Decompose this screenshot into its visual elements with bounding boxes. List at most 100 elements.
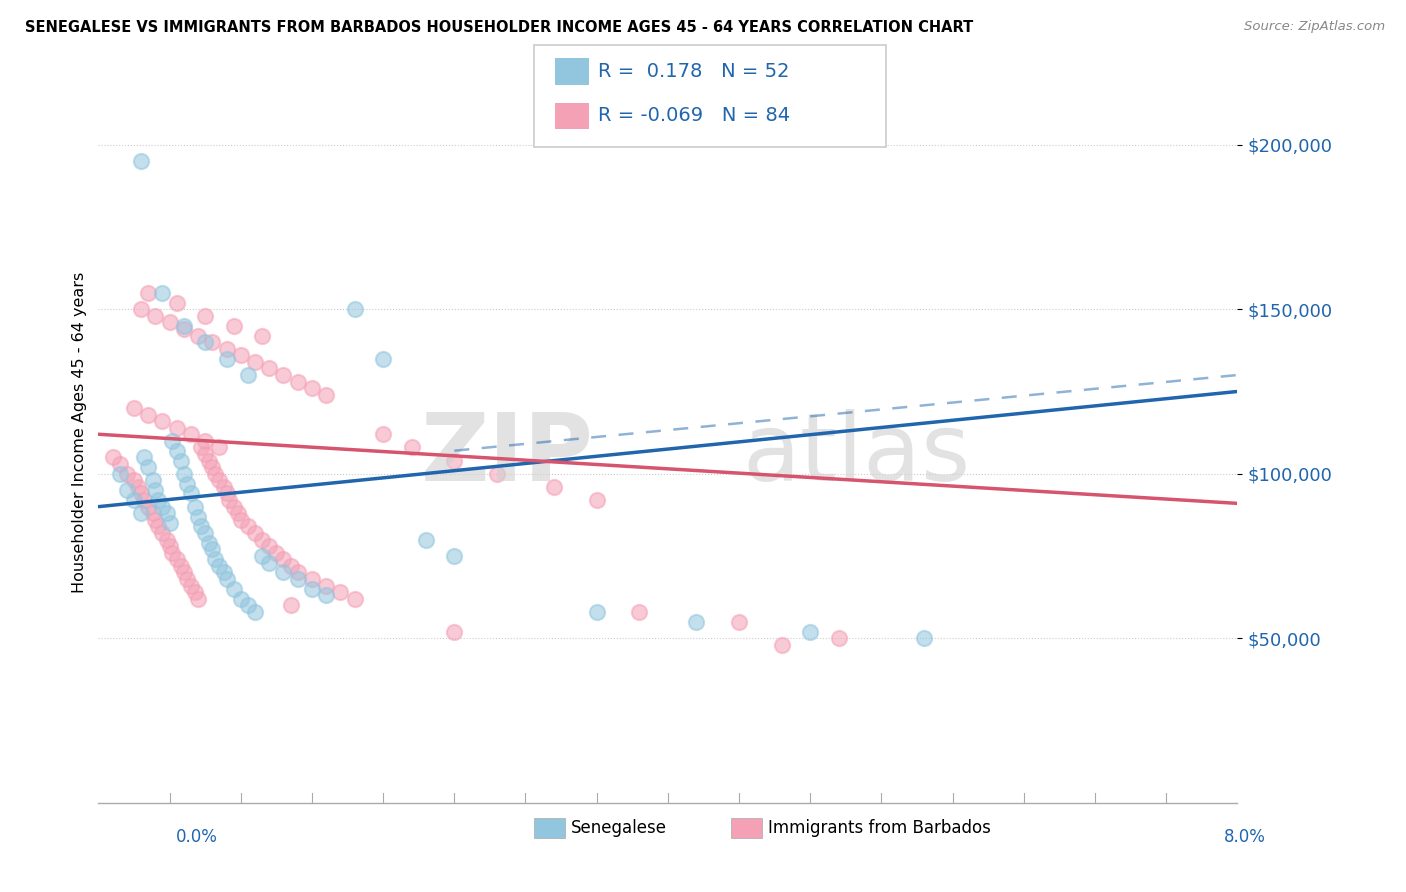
Point (176, 572, 198, 586)
Point (250, 533, 273, 547)
Point (176, 476, 198, 491)
Point (132, 450, 155, 465)
Point (218, 493, 240, 508)
Point (145, 309, 167, 323)
Point (166, 443, 188, 458)
Point (250, 328, 273, 343)
Point (229, 591, 252, 606)
Point (190, 519, 212, 533)
Point (204, 552, 226, 566)
Point (229, 513, 252, 527)
Point (141, 506, 163, 520)
Point (226, 506, 249, 520)
Point (129, 506, 152, 520)
Point (287, 572, 309, 586)
Y-axis label: Householder Income Ages 45 - 64 years: Householder Income Ages 45 - 64 years (72, 272, 87, 593)
Point (329, 585, 352, 599)
Point (204, 467, 226, 481)
Point (194, 447, 217, 461)
Point (148, 519, 170, 533)
Point (543, 480, 565, 494)
Point (443, 453, 465, 467)
Point (129, 154, 152, 169)
Point (159, 315, 181, 329)
Point (180, 427, 202, 442)
Point (122, 473, 145, 487)
Point (212, 566, 235, 580)
Point (315, 589, 337, 603)
Point (198, 453, 221, 467)
Point (122, 493, 145, 508)
Point (184, 500, 207, 514)
Text: R =  0.178   N = 52: R = 0.178 N = 52 (598, 62, 789, 81)
Point (194, 335, 217, 350)
Point (156, 533, 179, 547)
Point (215, 351, 238, 366)
Point (799, 624, 821, 639)
Point (301, 381, 323, 395)
Point (145, 483, 167, 498)
Point (243, 355, 266, 369)
Point (236, 599, 259, 613)
Point (129, 302, 152, 317)
Point (912, 632, 935, 646)
Point (190, 441, 212, 455)
Point (280, 599, 302, 613)
Text: SENEGALESE VS IMMIGRANTS FROM BARBADOS HOUSEHOLDER INCOME AGES 45 - 64 YEARS COR: SENEGALESE VS IMMIGRANTS FROM BARBADOS H… (25, 20, 973, 35)
Text: Source: ZipAtlas.com: Source: ZipAtlas.com (1244, 20, 1385, 33)
Point (215, 342, 238, 356)
Point (187, 328, 209, 343)
Text: 0.0%: 0.0% (176, 828, 218, 846)
Point (250, 549, 273, 563)
Point (222, 582, 245, 596)
Point (152, 414, 174, 428)
Point (136, 285, 159, 300)
Point (229, 348, 252, 362)
Point (343, 591, 366, 606)
Text: Senegalese: Senegalese (571, 819, 666, 837)
Point (208, 558, 231, 573)
Point (222, 500, 245, 514)
Point (141, 473, 163, 487)
Point (122, 401, 145, 415)
Point (108, 467, 131, 481)
Point (371, 427, 394, 442)
Point (585, 605, 607, 619)
Point (828, 632, 851, 646)
Point (222, 318, 245, 333)
Point (101, 450, 124, 465)
Point (173, 318, 195, 333)
Point (287, 375, 309, 389)
Point (180, 486, 202, 500)
Point (415, 533, 437, 547)
Point (166, 295, 188, 310)
Point (201, 542, 224, 557)
Point (152, 285, 174, 300)
Point (201, 335, 224, 350)
Point (215, 572, 238, 586)
Point (401, 441, 423, 455)
Point (585, 493, 607, 508)
Point (212, 480, 235, 494)
Point (115, 483, 138, 498)
Point (443, 549, 465, 563)
Text: R = -0.069   N = 84: R = -0.069 N = 84 (598, 106, 790, 126)
Point (108, 457, 131, 471)
Text: 8.0%: 8.0% (1223, 828, 1265, 846)
Point (486, 467, 509, 481)
Point (194, 526, 217, 541)
Point (685, 615, 707, 629)
Point (259, 539, 281, 553)
Point (243, 605, 266, 619)
Point (170, 558, 193, 573)
Point (162, 434, 184, 448)
Point (136, 460, 159, 475)
Text: ZIP: ZIP (420, 409, 593, 500)
Point (728, 615, 751, 629)
Point (287, 566, 309, 580)
Point (148, 493, 170, 508)
Point (343, 302, 366, 317)
Point (184, 585, 207, 599)
Point (159, 516, 181, 530)
Point (159, 539, 181, 553)
